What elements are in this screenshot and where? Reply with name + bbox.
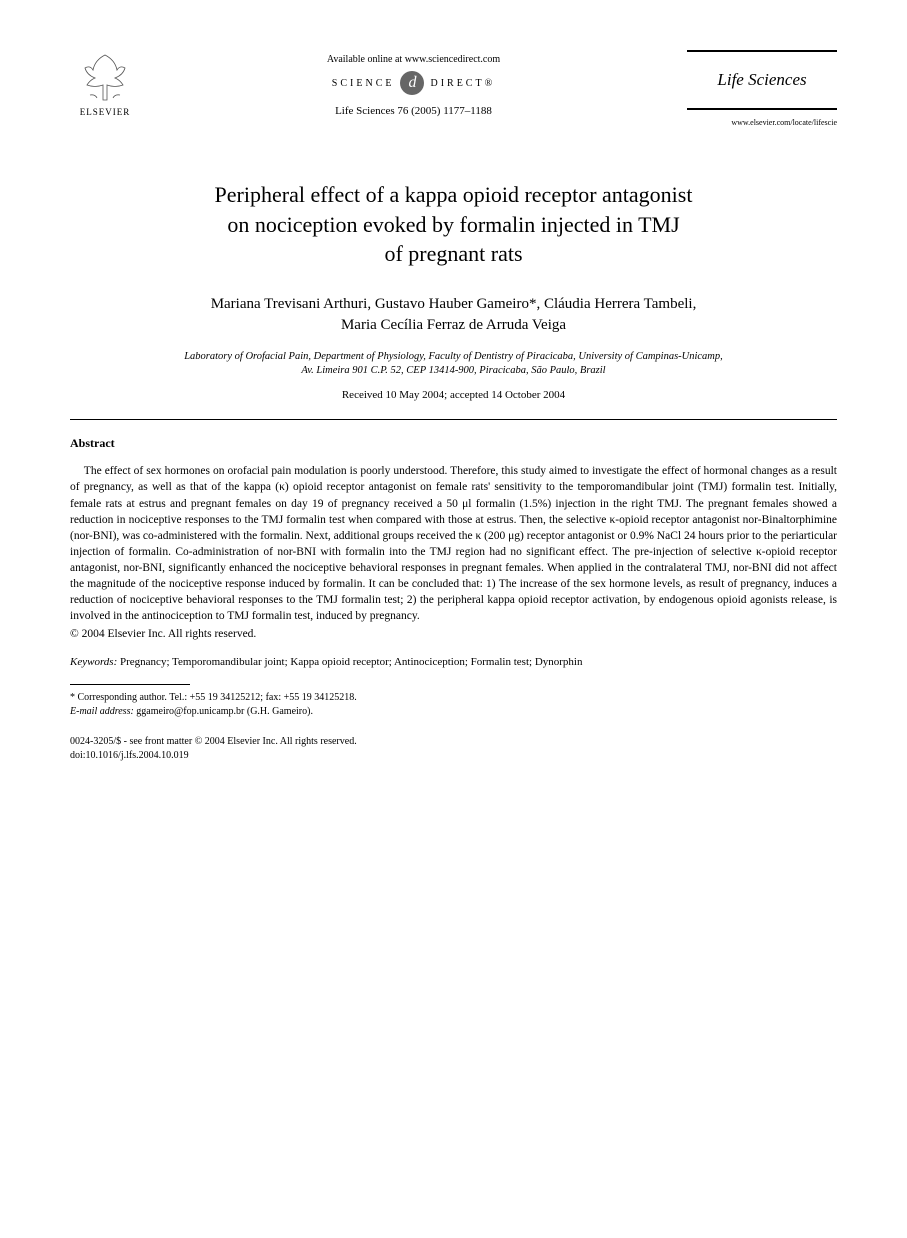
- received-accepted-dates: Received 10 May 2004; accepted 14 Octobe…: [70, 389, 837, 401]
- footer: 0024-3205/$ - see front matter © 2004 El…: [70, 735, 837, 762]
- journal-box: Life Sciences: [687, 50, 837, 110]
- footer-line-2: doi:10.1016/j.lfs.2004.10.019: [70, 749, 837, 763]
- footnote-email: E-mail address: ggameiro@fop.unicamp.br …: [70, 705, 837, 719]
- elsevier-logo: ELSEVIER: [70, 50, 140, 130]
- center-header: Available online at www.sciencedirect.co…: [140, 50, 687, 117]
- abstract-heading: Abstract: [70, 436, 837, 451]
- authors-line-2: Maria Cecília Ferraz de Arruda Veiga: [341, 317, 566, 333]
- available-online-text: Available online at www.sciencedirect.co…: [140, 54, 687, 65]
- email-value: ggameiro@fop.unicamp.br (G.H. Gameiro).: [134, 706, 313, 717]
- authors-line-1: Mariana Trevisani Arthuri, Gustavo Haube…: [211, 296, 697, 312]
- journal-url: www.elsevier.com/locate/lifescie: [731, 118, 837, 127]
- elsevier-tree-icon: [75, 50, 135, 105]
- citation-text: Life Sciences 76 (2005) 1177–1188: [140, 105, 687, 117]
- affiliation-line-1: Laboratory of Orofacial Pain, Department…: [184, 351, 723, 362]
- authors: Mariana Trevisani Arthuri, Gustavo Haube…: [70, 294, 837, 336]
- email-label: E-mail address:: [70, 706, 134, 717]
- right-header: Life Sciences www.elsevier.com/locate/li…: [687, 50, 837, 127]
- header-row: ELSEVIER Available online at www.science…: [70, 50, 837, 130]
- footer-line-1: 0024-3205/$ - see front matter © 2004 El…: [70, 735, 837, 749]
- elsevier-label: ELSEVIER: [80, 107, 131, 117]
- title-line-3: of pregnant rats: [384, 241, 522, 266]
- affiliation-line-2: Av. Limeira 901 C.P. 52, CEP 13414-900, …: [301, 365, 605, 376]
- title-line-1: Peripheral effect of a kappa opioid rece…: [215, 182, 693, 207]
- footnote-corresponding: * Corresponding author. Tel.: +55 19 341…: [70, 691, 837, 705]
- abstract-copyright: © 2004 Elsevier Inc. All rights reserved…: [70, 628, 837, 640]
- keywords-label: Keywords:: [70, 656, 117, 668]
- keywords: Keywords: Pregnancy; Temporomandibular j…: [70, 656, 837, 668]
- science-direct-logo: SCIENCE d DIRECT®: [140, 71, 687, 95]
- keywords-text: Pregnancy; Temporomandibular joint; Kapp…: [117, 656, 582, 668]
- sd-left: SCIENCE: [332, 78, 395, 89]
- sd-symbol-icon: d: [400, 71, 424, 95]
- footnote-divider: [70, 684, 190, 685]
- title-line-2: on nociception evoked by formalin inject…: [227, 212, 679, 237]
- abstract-body: The effect of sex hormones on orofacial …: [70, 463, 837, 624]
- journal-title: Life Sciences: [687, 70, 837, 90]
- divider-top: [70, 419, 837, 420]
- affiliation: Laboratory of Orofacial Pain, Department…: [100, 350, 807, 377]
- sd-right: DIRECT®: [430, 78, 495, 89]
- article-title: Peripheral effect of a kappa opioid rece…: [100, 180, 807, 269]
